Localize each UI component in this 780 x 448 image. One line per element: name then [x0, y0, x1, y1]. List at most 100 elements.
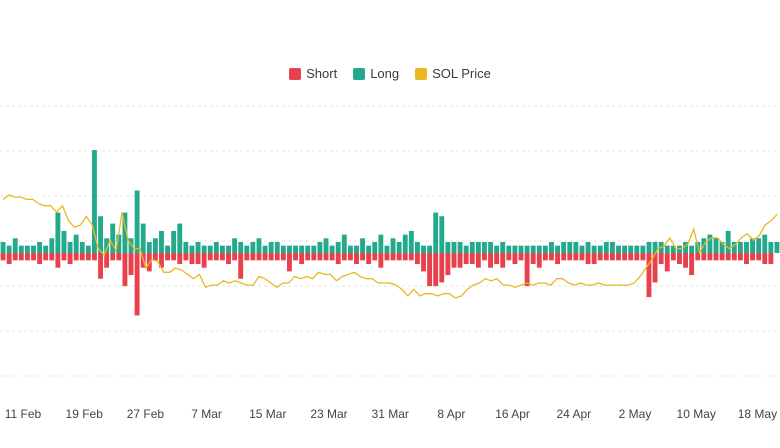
long-bar [561, 241, 567, 253]
short-bar [701, 253, 707, 261]
legend-item-short[interactable]: Short [289, 66, 337, 81]
long-bar [280, 245, 286, 253]
short-bar [469, 253, 475, 265]
long-bar [585, 241, 591, 253]
short-bar [506, 253, 512, 261]
short-bar [213, 253, 219, 261]
long-bar [664, 245, 670, 253]
long-bar [171, 230, 177, 253]
short-bar [226, 253, 231, 265]
short-bar [634, 253, 640, 261]
long-bar [354, 245, 359, 253]
long-bar [195, 241, 201, 253]
short-bar [518, 253, 524, 261]
short-bar [439, 253, 445, 283]
short-bar [177, 253, 183, 265]
short-bar [85, 253, 91, 261]
long-bar [750, 238, 756, 253]
long-bar [445, 241, 451, 253]
short-bar [396, 253, 402, 261]
short-bar [244, 253, 250, 261]
short-bar [628, 253, 634, 261]
long-bar [219, 245, 225, 253]
short-bar [561, 253, 567, 261]
long-bar [689, 245, 695, 253]
long-bar [347, 245, 353, 253]
x-tick-label: 2 May [619, 407, 652, 421]
short-bar [549, 253, 554, 261]
long-bar [457, 241, 463, 253]
long-bar [146, 241, 152, 253]
x-tick-label: 11 Feb [5, 407, 42, 421]
short-bar [354, 253, 359, 265]
long-bar [542, 245, 548, 253]
long-bar [55, 212, 61, 253]
short-bar [55, 253, 61, 268]
long-bar [427, 245, 433, 253]
short-bar [92, 253, 97, 261]
long-bar [597, 245, 603, 253]
short-bar [110, 253, 116, 261]
x-tick-label: 18 May [738, 407, 777, 421]
long-bar [207, 245, 213, 253]
long-bar [189, 245, 195, 253]
legend-item-long[interactable]: Long [353, 66, 399, 81]
long-bar [335, 241, 341, 253]
short-bar [530, 253, 536, 265]
long-bar [177, 223, 183, 253]
long-bar [305, 245, 311, 253]
short-bar [524, 253, 530, 287]
long-bar [622, 245, 628, 253]
legend-item-sol-price[interactable]: SOL Price [415, 66, 491, 81]
short-bar [305, 253, 311, 261]
sol-price-line [2, 194, 778, 299]
legend-label-short: Short [306, 66, 338, 81]
short-bar [579, 253, 585, 261]
long-bar [713, 238, 719, 253]
short-bar [250, 253, 256, 261]
long-bar [579, 245, 585, 253]
short-bar [43, 253, 49, 261]
long-bar [378, 234, 384, 253]
long-bar [744, 241, 749, 253]
short-bar [695, 253, 701, 261]
short-bar [737, 253, 743, 261]
short-bar [658, 253, 664, 265]
long-bar [640, 245, 646, 253]
long-bar [646, 241, 652, 253]
long-bar [372, 241, 378, 253]
short-bar [475, 253, 481, 268]
short-bar [98, 253, 103, 279]
long-bar [774, 241, 780, 253]
long-bar [762, 234, 768, 253]
long-bar [31, 245, 36, 253]
short-bar [536, 253, 542, 268]
short-bar [232, 253, 238, 261]
long-bar [518, 245, 524, 253]
x-tick-label: 19 Feb [66, 407, 104, 421]
long-bar [98, 216, 103, 253]
long-bar [0, 241, 6, 253]
short-bar [134, 253, 140, 316]
long-bar [433, 212, 439, 253]
short-bar [293, 253, 298, 261]
short-bar [573, 253, 579, 261]
short-bar [555, 253, 561, 265]
long-bar [524, 245, 530, 253]
short-bar [49, 253, 55, 261]
short-bar [670, 253, 676, 261]
long-bar [250, 241, 256, 253]
short-bar [457, 253, 463, 268]
long-bar [390, 238, 396, 253]
short-bar [360, 253, 366, 261]
short-bar [683, 253, 688, 268]
x-tick-label: 7 Mar [191, 407, 222, 421]
long-bar [152, 238, 158, 253]
long-bar [512, 245, 518, 253]
long-bar [366, 245, 372, 253]
short-bar [500, 253, 506, 268]
long-bar [683, 241, 688, 253]
legend-label-sol-price: SOL Price [432, 66, 491, 81]
short-bar [744, 253, 749, 265]
long-bar [731, 241, 737, 253]
